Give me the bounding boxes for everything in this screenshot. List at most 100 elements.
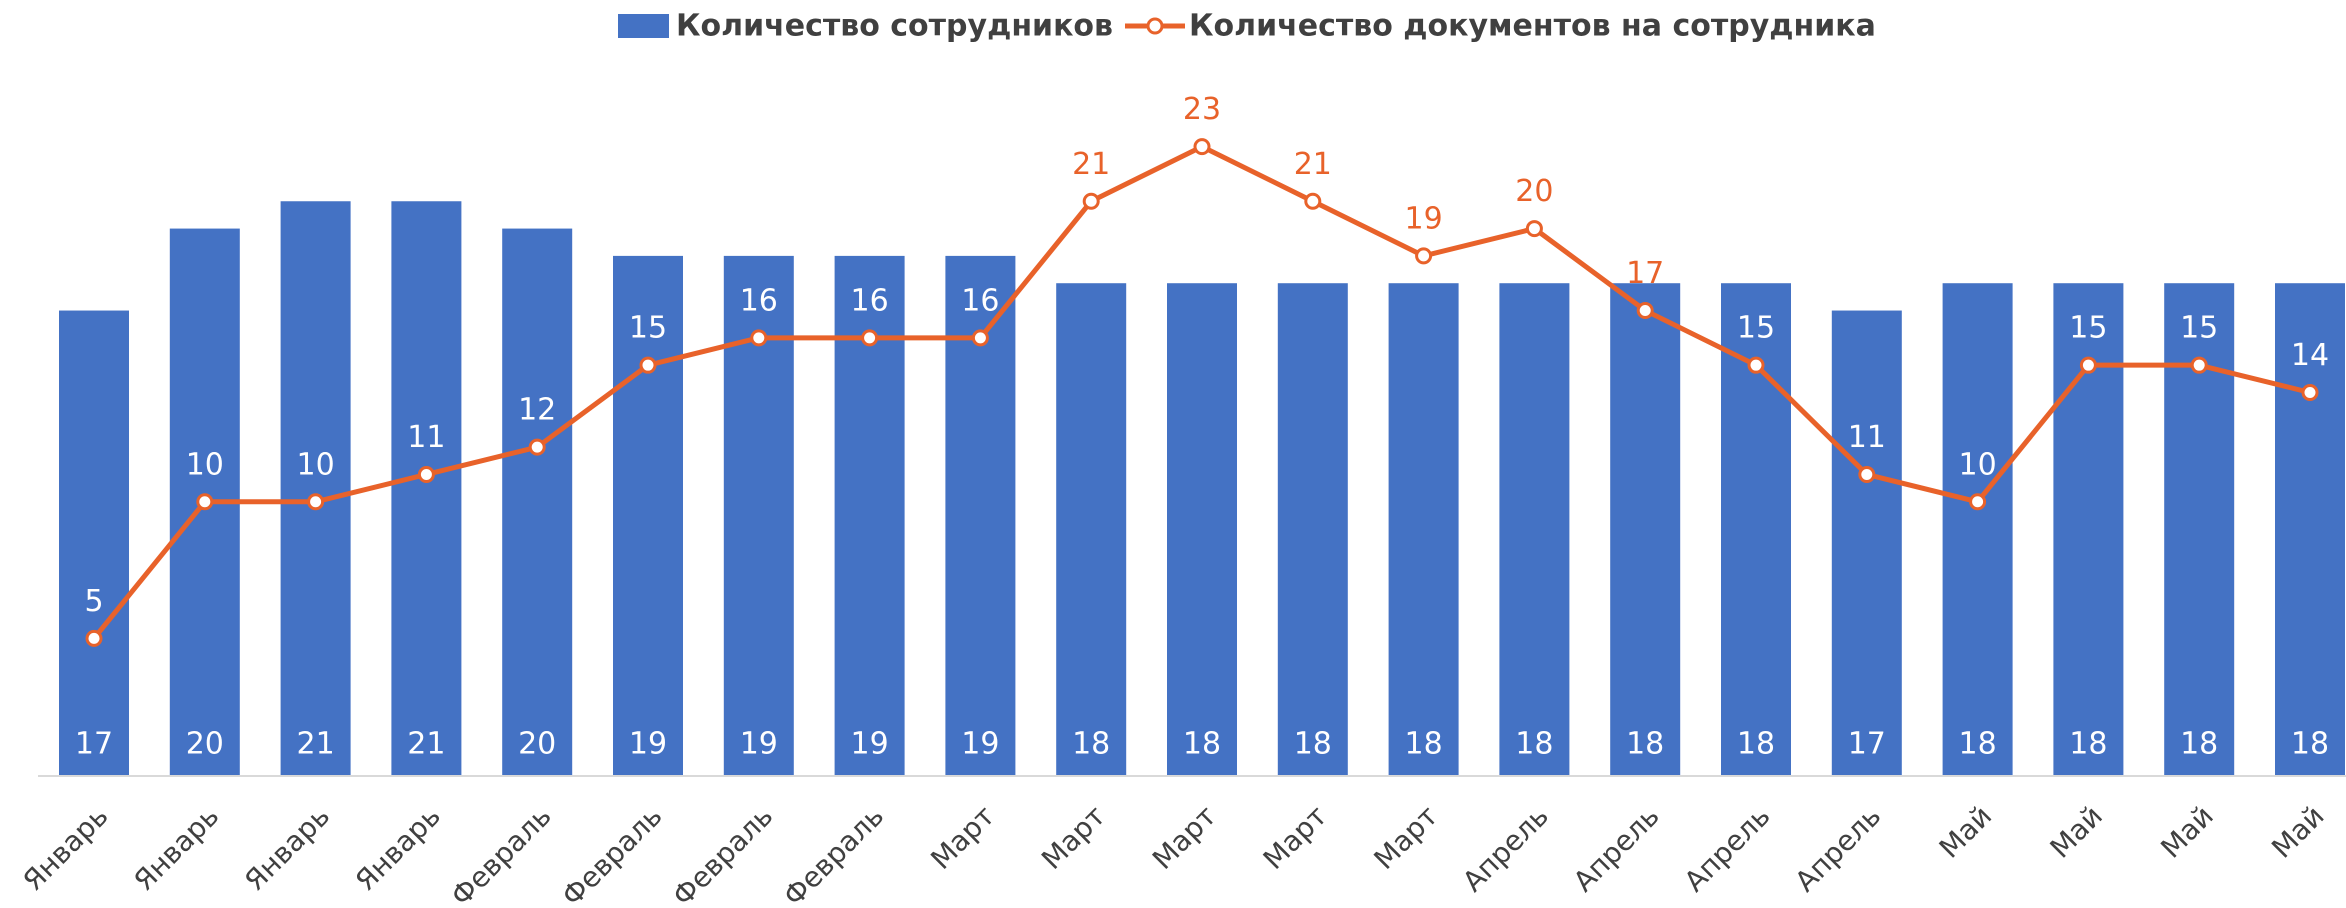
x-tick-label: Февраль <box>666 799 779 908</box>
line-marker <box>1193 138 1211 156</box>
line-value-label: 19 <box>1405 201 1443 236</box>
line-marker <box>1415 247 1433 265</box>
bar <box>1831 310 1902 775</box>
line-value-label: 16 <box>740 283 778 318</box>
bar <box>1277 283 1348 775</box>
bar <box>502 228 573 776</box>
x-tick-label: Январь <box>349 799 447 897</box>
bar <box>391 201 462 775</box>
bar-value-label: 18 <box>1737 727 1775 762</box>
bar <box>1610 283 1681 775</box>
bar <box>280 201 351 775</box>
line-value-label: 15 <box>2180 311 2218 346</box>
line-marker <box>196 493 214 511</box>
line-marker <box>2301 384 2319 401</box>
line-value-label: 11 <box>1848 420 1886 455</box>
x-tick-label: Февраль <box>777 799 890 908</box>
x-tick-label: Апрель <box>1567 799 1666 898</box>
bar <box>1056 283 1127 775</box>
x-tick-label: Март <box>1035 799 1112 876</box>
x-tick-label: Апрель <box>1789 799 1888 898</box>
line-value-label: 12 <box>518 393 556 428</box>
line-marker <box>85 629 103 647</box>
x-tick-label: Май <box>2154 799 2219 864</box>
line-value-label: 11 <box>407 420 445 455</box>
line-value-label: 16 <box>961 283 999 318</box>
bar-value-label: 20 <box>186 727 224 762</box>
bar <box>1499 283 1570 775</box>
x-tick-label: Апрель <box>1456 799 1555 898</box>
line-marker <box>861 329 879 347</box>
x-tick-label: Апрель <box>1678 799 1777 898</box>
bar-value-label: 18 <box>2069 727 2107 762</box>
bar-value-label: 18 <box>1405 727 1443 762</box>
line-marker <box>750 329 768 347</box>
line-marker <box>2190 356 2208 374</box>
bar-value-label: 21 <box>297 727 335 762</box>
line-value-label: 15 <box>1737 311 1775 346</box>
legend-swatch <box>618 14 669 38</box>
bar-value-label: 18 <box>1072 727 1110 762</box>
line-value-label: 21 <box>1294 147 1332 182</box>
bar-value-label: 20 <box>518 727 556 762</box>
bar-value-label: 18 <box>1626 727 1664 762</box>
bar <box>613 255 683 776</box>
line-marker <box>639 356 657 374</box>
x-tick-label: Февраль <box>445 799 558 908</box>
x-tick-label: Май <box>2044 799 2109 864</box>
bar <box>1167 283 1237 775</box>
bar-value-label: 21 <box>407 727 445 762</box>
bar-value-label: 19 <box>851 727 889 762</box>
x-tick-label: Март <box>1257 799 1334 876</box>
x-tick-label: Май <box>2265 799 2330 864</box>
bar-value-label: 18 <box>1183 727 1221 762</box>
bar-value-label: 18 <box>2291 727 2329 762</box>
legend-label: Количество документов на сотрудника <box>1189 9 1876 44</box>
x-tick-label: Февраль <box>555 799 668 908</box>
line-marker <box>307 493 325 511</box>
line-marker <box>971 329 989 347</box>
line-value-label: 17 <box>1626 256 1664 291</box>
line-value-label: 21 <box>1072 147 1110 182</box>
bar-value-label: 18 <box>1959 727 1997 762</box>
x-tick-label: Январь <box>238 799 336 897</box>
line-value-label: 10 <box>1959 447 1997 482</box>
line-marker <box>417 465 435 483</box>
line-value-label: 10 <box>297 447 335 482</box>
x-tick-label: Март <box>1368 799 1445 876</box>
line-value-label: 20 <box>1515 174 1553 209</box>
line-marker <box>1969 493 1987 511</box>
line-value-label: 5 <box>84 584 103 619</box>
bar <box>1388 283 1459 775</box>
x-tick-label: Январь <box>17 799 115 897</box>
line-value-label: 14 <box>2291 338 2329 373</box>
legend-label: Количество сотрудников <box>676 9 1113 44</box>
bar-value-label: 18 <box>1515 727 1553 762</box>
x-tick-label: Март <box>1146 799 1223 876</box>
bar <box>59 310 129 775</box>
bar-value-label: 18 <box>1294 727 1332 762</box>
line-marker <box>1082 192 1100 210</box>
line-marker <box>2079 356 2097 374</box>
x-tick-label: Январь <box>127 799 225 897</box>
bar-value-label: 17 <box>75 727 113 762</box>
x-tick-label: Март <box>924 799 1001 876</box>
line-value-label: 15 <box>629 311 667 346</box>
line-value-label: 16 <box>851 283 889 318</box>
bar-value-label: 19 <box>740 727 778 762</box>
x-tick-label: Май <box>1933 799 1998 864</box>
line-marker <box>1858 465 1876 483</box>
line-marker <box>528 438 546 456</box>
line-value-label: 23 <box>1183 92 1221 127</box>
line-value-label: 15 <box>2069 311 2107 346</box>
bar <box>2275 283 2345 775</box>
bar <box>1942 283 2013 775</box>
bar-value-label: 19 <box>961 727 999 762</box>
line-marker <box>1525 220 1543 238</box>
line-value-label: 10 <box>186 447 224 482</box>
bar-value-label: 19 <box>629 727 667 762</box>
line-marker <box>1304 192 1322 210</box>
line-marker <box>1636 302 1654 320</box>
bar-value-label: 18 <box>2180 727 2218 762</box>
